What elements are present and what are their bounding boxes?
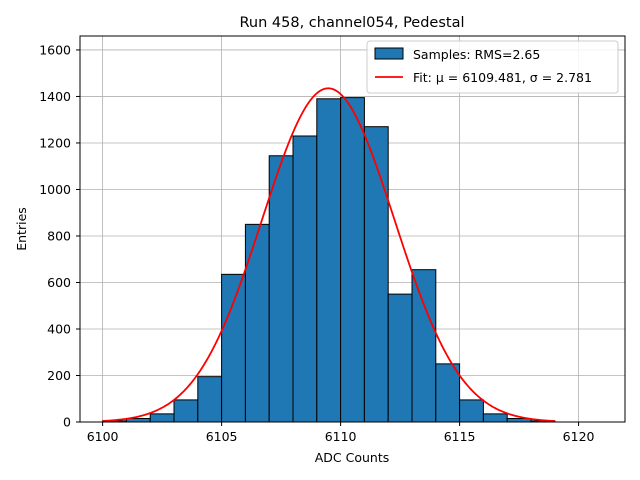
fit-curve — [102, 87, 555, 422]
histogram-bar — [482, 413, 508, 423]
y-tick-label: 1600 — [39, 42, 71, 57]
y-axis-ticks: 0 200 400 600 800 1000 1200 1400 1600 — [39, 42, 80, 430]
histogram-bar — [340, 97, 365, 423]
y-tick-label: 800 — [47, 228, 71, 243]
histogram-bar — [363, 126, 389, 423]
histogram-bar — [221, 273, 246, 423]
x-tick-label: 6100 — [87, 429, 119, 444]
x-tick-label: 6120 — [563, 429, 595, 444]
x-axis-ticks: 6100 6105 6110 6115 6120 — [87, 422, 595, 444]
legend-box — [366, 40, 619, 94]
legend-label-samples: Samples: RMS=2.65 — [413, 47, 540, 62]
y-tick-label: 1000 — [39, 182, 71, 197]
histogram-bars — [102, 97, 556, 423]
histogram-bar — [459, 399, 484, 423]
legend-label-fit: Fit: μ = 6109.481, σ = 2.781 — [413, 70, 592, 85]
fit-curve-group — [102, 87, 555, 422]
histogram-bar — [316, 98, 342, 423]
legend-swatch-samples — [374, 47, 404, 60]
histogram-bar — [268, 155, 294, 423]
x-tick-label: 6110 — [325, 429, 357, 444]
x-axis-label: ADC Counts — [315, 450, 390, 465]
x-tick-label: 6105 — [206, 429, 238, 444]
histogram-bar — [173, 399, 199, 423]
y-tick-label: 400 — [47, 321, 71, 336]
chart-title: Run 458, channel054, Pedestal — [239, 15, 464, 31]
histogram-bar — [149, 413, 175, 423]
histogram-bar — [292, 135, 318, 423]
histogram-bar — [435, 363, 461, 423]
histogram-bar — [387, 293, 413, 423]
histogram-bar — [411, 269, 437, 423]
y-tick-label: 1400 — [39, 89, 71, 104]
y-tick-label: 600 — [47, 275, 71, 290]
y-axis-label: Entries — [14, 207, 29, 251]
legend: Samples: RMS=2.65 Fit: μ = 6109.481, σ =… — [366, 40, 619, 94]
y-tick-label: 1200 — [39, 135, 71, 150]
histogram-bar — [197, 376, 223, 423]
x-tick-label: 6115 — [444, 429, 476, 444]
y-tick-label: 0 — [63, 415, 71, 430]
histogram-bar — [244, 223, 270, 423]
y-tick-label: 200 — [47, 368, 71, 383]
plot-frame — [79, 35, 626, 423]
